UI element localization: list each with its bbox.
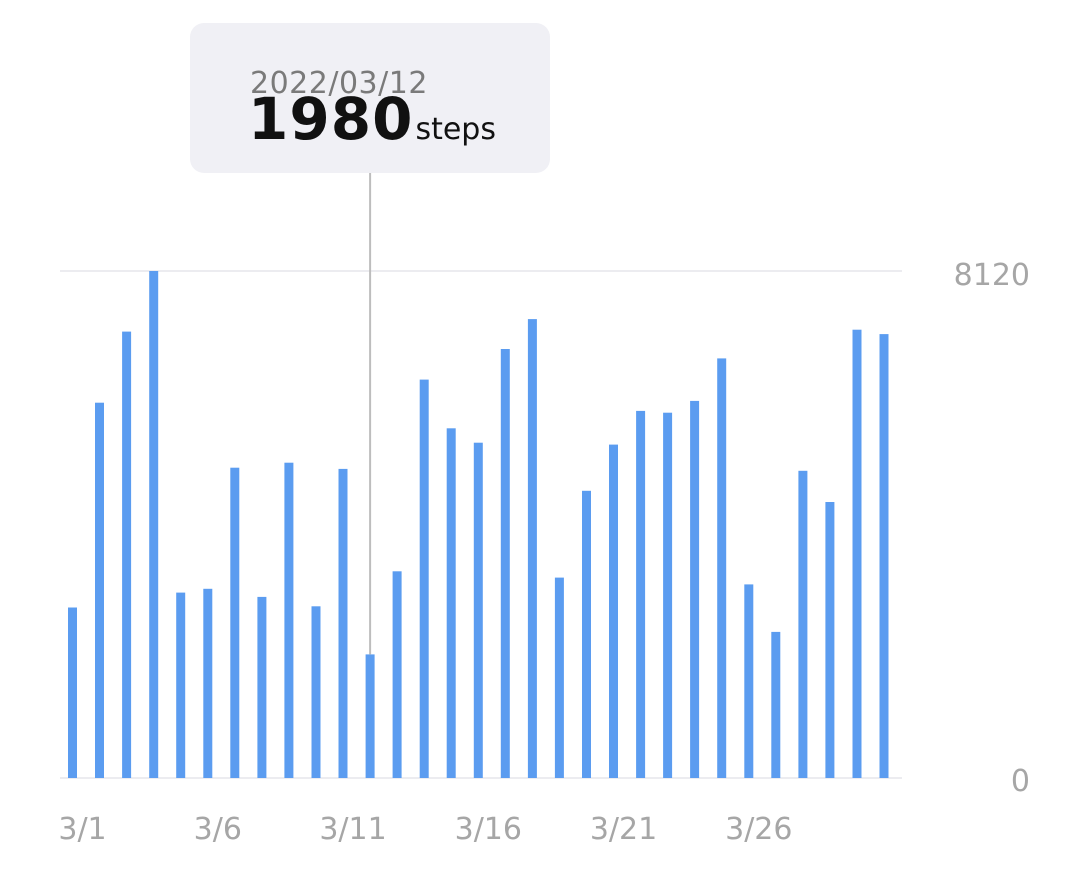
- tooltip-value-row: 1980steps: [248, 85, 496, 153]
- bar-3-29[interactable]: [825, 502, 835, 778]
- bar-3-4[interactable]: [149, 271, 159, 778]
- bar-3-27[interactable]: [771, 631, 781, 778]
- tooltip-date: 2022/03/12: [250, 66, 428, 101]
- x-tick-label-3-26: 3/26: [725, 812, 792, 847]
- bar-3-7[interactable]: [230, 467, 240, 778]
- bar-3-30[interactable]: [852, 329, 862, 778]
- bar-3-11[interactable]: [338, 468, 348, 778]
- bar-3-31[interactable]: [879, 334, 889, 778]
- bar-3-21[interactable]: [609, 444, 618, 778]
- bar-3-6[interactable]: [203, 588, 213, 778]
- bar-3-22[interactable]: [636, 410, 646, 778]
- bar-3-3[interactable]: [122, 331, 132, 778]
- bar-3-8[interactable]: [257, 596, 267, 778]
- bar-3-23[interactable]: [663, 412, 673, 778]
- bar-3-24[interactable]: [690, 400, 700, 778]
- x-axis-tick-labels: 3/1 3/6 3/11 3/16 3/21 3/26: [58, 812, 792, 847]
- x-tick-label-3-16: 3/16: [455, 812, 522, 847]
- bar-3-26[interactable]: [744, 584, 754, 778]
- bar-3-12[interactable]: [365, 654, 375, 778]
- bar-3-5[interactable]: [176, 592, 186, 778]
- bar-3-9[interactable]: [284, 462, 294, 778]
- bar-3-20[interactable]: [582, 490, 591, 778]
- bar-3-18[interactable]: [527, 319, 537, 778]
- y-tick-label-max: 8120: [954, 258, 1030, 293]
- tooltip: 2022/03/12 1980steps: [190, 23, 550, 173]
- bar-3-2[interactable]: [95, 402, 104, 778]
- bar-3-17[interactable]: [500, 349, 510, 778]
- bar-3-19[interactable]: [554, 577, 564, 778]
- tooltip-unit: steps: [415, 112, 496, 147]
- x-tick-label-3-21: 3/21: [590, 812, 657, 847]
- bar-3-28[interactable]: [798, 470, 808, 778]
- tooltip-value: 1980: [248, 85, 414, 153]
- bar-3-13[interactable]: [392, 571, 402, 778]
- bar-series: [68, 271, 889, 778]
- bar-3-15[interactable]: [446, 428, 456, 778]
- bar-3-14[interactable]: [419, 379, 429, 778]
- x-tick-label-3-6: 3/6: [194, 812, 242, 847]
- bar-3-1[interactable]: [68, 607, 77, 779]
- y-tick-label-min: 0: [1011, 764, 1030, 799]
- bar-3-16[interactable]: [473, 442, 483, 778]
- x-tick-label-3-11: 3/11: [319, 812, 386, 847]
- bar-3-25[interactable]: [717, 358, 727, 778]
- bar-3-10[interactable]: [311, 606, 321, 778]
- x-tick-label-3-1: 3/1: [58, 812, 106, 847]
